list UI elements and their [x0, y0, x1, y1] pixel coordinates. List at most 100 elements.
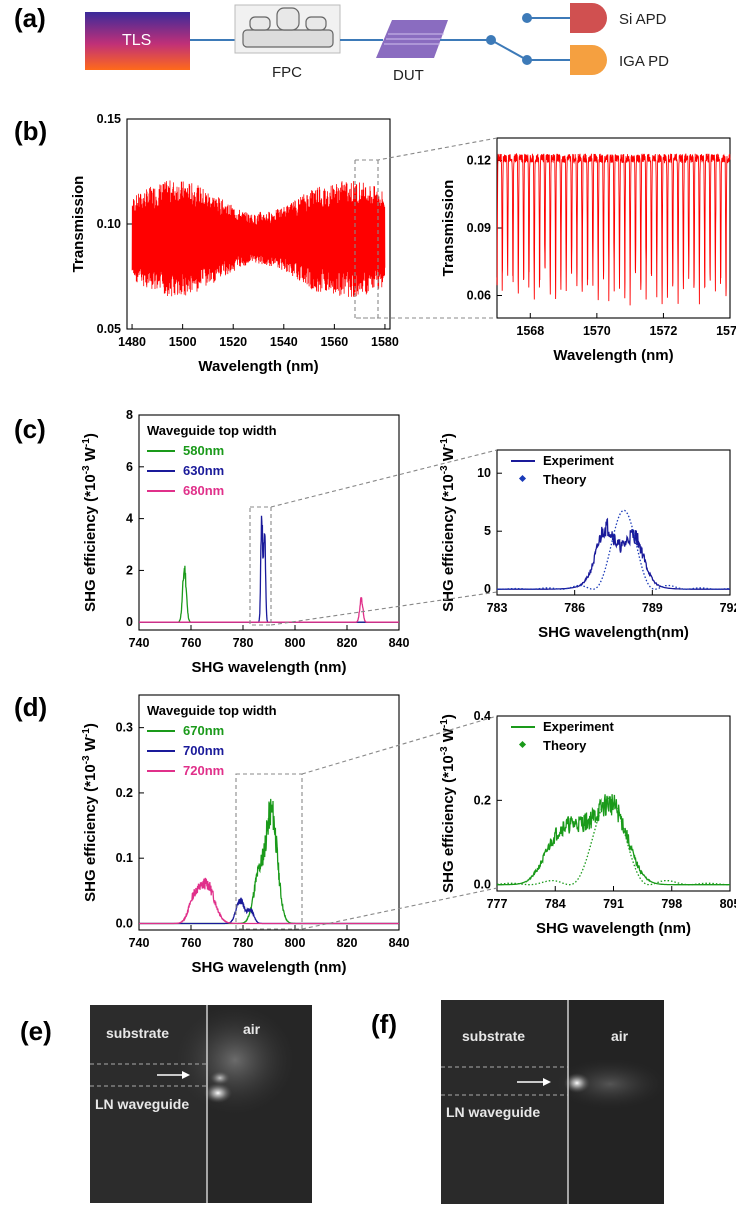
chart-d-zoom: 777 784 791 798 805 0.0 0.2 0.4 SHG wavelength (… [439, 709, 736, 937]
c-main-ytick-label: 4 [126, 512, 133, 526]
chart-c-main: 740 760 780 800 820 840 0 2 4 6 8 SHG wavelength (n… [81, 408, 409, 676]
zoom-box-c [249, 506, 272, 626]
d-main-xtick-label: 840 [389, 936, 410, 950]
c-main-xtick-label: 780 [233, 636, 254, 650]
c-zoom-frame [496, 449, 731, 596]
b-main-ytick-label: 0.15 [97, 112, 121, 126]
c-zoom-xtick-label: 789 [642, 601, 663, 615]
b-zoom-xtick-label: 1574 [716, 324, 736, 338]
d-main-xtick-label: 800 [285, 936, 306, 950]
c-zoom-legend-swatch-theory [518, 474, 527, 483]
label-substrate-e: substrate [106, 1025, 169, 1041]
d-main-xlabel: SHG wavelength (nm) [191, 959, 346, 976]
b-zoom-ytick-label: 0.12 [467, 154, 491, 168]
zoom-guide-c-top [270, 449, 498, 508]
fpc-body [242, 29, 334, 48]
d-zoom-ytick-label: 0.4 [474, 709, 491, 723]
d-main-series-720nm [139, 877, 399, 925]
c-zoom-xlabel: SHG wavelength(nm) [538, 624, 689, 641]
b-zoom-ylabel: Transmission [440, 180, 457, 277]
label-waveguide-e: LN waveguide [95, 1096, 189, 1112]
b-zoom-series-trace [496, 153, 731, 306]
d-main-xtick-label: 780 [233, 936, 254, 950]
c-main-ytick-label: 6 [126, 460, 133, 474]
b-main-ytick-label: 0.05 [97, 322, 121, 336]
d-main-ytick-label: 0.2 [116, 786, 133, 800]
b-main-xtick-label: 1480 [118, 335, 146, 349]
c-zoom-ytick-label: 0 [484, 582, 491, 596]
d-zoom-xtick-label: 798 [661, 897, 682, 911]
d-main-xtick-label: 740 [129, 936, 150, 950]
c-main-legend-entry: 680nm [183, 483, 224, 498]
b-zoom-xlabel: Wavelength (nm) [553, 347, 673, 364]
d-zoom-legend-theory: Theory [543, 738, 587, 753]
b-main-ytick-label: 0.10 [97, 217, 121, 231]
c-zoom-ytick-label: 5 [484, 524, 491, 538]
c-main-series-580nm [139, 565, 399, 623]
d-main-legend-title: Waveguide top width [147, 703, 277, 718]
c-zoom-legend-theory: Theory [543, 472, 587, 487]
zoom-guide-c-bottom [270, 591, 498, 626]
c-main-series-680nm [139, 597, 399, 623]
d-zoom-ytick-label: 0.2 [474, 793, 491, 807]
b-main-ylabel: Transmission [70, 176, 87, 273]
c-zoom-xtick-label: 792 [720, 601, 736, 615]
tls-label: TLS [122, 32, 151, 49]
c-main-frame [138, 414, 400, 631]
d-main-series-670nm [139, 798, 399, 925]
c-zoom-series-theory [497, 509, 730, 590]
d-main-ytick-label: 0.1 [116, 851, 133, 865]
panel-label-f: (f) [371, 1009, 397, 1039]
c-zoom-ytick-label: 10 [477, 466, 491, 480]
d-main-frame [138, 694, 400, 931]
d-main-series-700nm [139, 897, 399, 925]
d-zoom-xlabel: SHG wavelength (nm) [536, 920, 691, 937]
d-zoom-ylabel: SHG efficiency (*10-3 W-1) [439, 714, 457, 893]
fpc-label: FPC [272, 64, 302, 81]
d-main-ytick-label: 0.3 [116, 721, 133, 735]
panel-label-a: (a) [14, 3, 46, 33]
c-zoom-series-experiment [497, 517, 730, 590]
chart-c-zoom: 783 786 789 792 0 5 10 SHG wavelength(nm) SHG ef… [439, 433, 736, 641]
d-main-ytick-label: 0.0 [116, 916, 133, 930]
panel-label-c: (c) [14, 414, 46, 444]
c-main-xtick-label: 740 [129, 636, 150, 650]
image-f: substrate air LN waveguide [441, 1000, 665, 1204]
d-main-legend-entry: 720nm [183, 763, 224, 778]
panel-label-d: (d) [14, 692, 47, 722]
b-zoom-ytick-label: 0.09 [467, 221, 491, 235]
label-air-e: air [243, 1021, 261, 1037]
d-zoom-xtick-label: 805 [720, 897, 736, 911]
c-main-ylabel: SHG efficiency (*10-3 W-1) [81, 433, 99, 612]
switch-arm [490, 39, 528, 61]
zoom-guide-d-top [301, 715, 498, 775]
b-main-xlabel: Wavelength (nm) [198, 358, 318, 375]
b-main-series-trace [131, 180, 386, 298]
panel-label-b: (b) [14, 116, 47, 146]
si-apd-detector [570, 3, 607, 33]
schematic: TLS FPC DUT Si APD IGA PD [85, 3, 669, 84]
d-main-xtick-label: 820 [337, 936, 358, 950]
c-main-xtick-label: 820 [337, 636, 358, 650]
b-zoom-xtick-label: 1568 [516, 324, 544, 338]
d-main-xtick-label: 760 [181, 936, 202, 950]
chart-b-main: 1480 1500 1520 1540 1560 1580 0.05 0.10 0.15 Wave… [70, 112, 399, 375]
d-zoom-series-theory [497, 797, 730, 886]
b-main-xtick-label: 1540 [270, 335, 298, 349]
c-main-ytick-label: 2 [126, 563, 133, 577]
c-main-xlabel: SHG wavelength (nm) [191, 659, 346, 676]
label-substrate-f: substrate [462, 1028, 525, 1044]
b-main-xtick-label: 1500 [169, 335, 197, 349]
c-zoom-legend-experiment: Experiment [543, 453, 614, 468]
d-zoom-ytick-label: 0.0 [474, 878, 491, 892]
c-zoom-xtick-label: 786 [564, 601, 585, 615]
c-main-ytick-label: 8 [126, 408, 133, 422]
b-main-xtick-label: 1560 [320, 335, 348, 349]
b-main-xtick-label: 1520 [219, 335, 247, 349]
c-main-xtick-label: 760 [181, 636, 202, 650]
c-main-xtick-label: 840 [389, 636, 410, 650]
b-zoom-ytick-label: 0.06 [467, 289, 491, 303]
b-zoom-xtick-label: 1572 [650, 324, 678, 338]
image-e: substrate air LN waveguide [90, 1005, 312, 1203]
c-main-legend-title: Waveguide top width [147, 423, 277, 438]
